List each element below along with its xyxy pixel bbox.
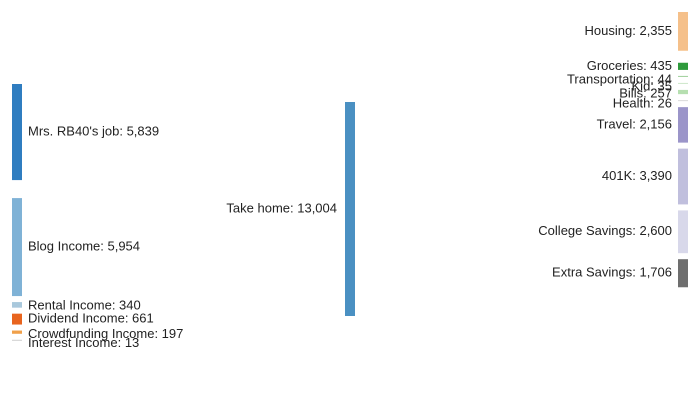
label-transportation: Transportation: 44 [567,71,672,86]
node-groceries [678,62,688,70]
node-health [678,100,688,102]
node-interest-income [12,339,22,341]
node-travel [678,107,688,143]
label-bills: Bills: 257 [619,85,672,100]
flow-nodes [12,12,688,341]
node-bills [678,89,688,95]
node-rental-income [12,302,22,308]
node-mrs-rb40-s-job [12,84,22,181]
label-401k: 401K: 3,390 [602,168,672,183]
label-interest-income: Interest Income: 13 [28,335,139,350]
node-housing [678,12,688,51]
node-kid [678,82,688,84]
node-college-savings [678,210,688,254]
label-travel: Travel: 2,156 [597,116,672,131]
label-blog-income: Blog Income: 5,954 [28,239,140,254]
label-dividend-income: Dividend Income: 661 [28,311,154,326]
node-labels: Mrs. RB40's job: 5,839 Blog Income: 5,954… [28,23,672,350]
label-health: Health: 26 [613,96,672,111]
label-housing: Housing: 2,355 [585,23,672,38]
label-rental-income: Rental Income: 340 [28,298,141,313]
label-mrs-rb40-s-job: Mrs. RB40's job: 5,839 [28,123,159,138]
link-mrs-rb40-s-job [22,84,345,198]
label-kid: Kid: 35 [632,78,672,93]
node-blog-income [12,198,22,297]
label-college-savings: College Savings: 2,600 [538,223,672,238]
label-crowdfunding-income: Crowdfunding Income: 197 [28,326,183,341]
node-extra-savings [678,259,688,288]
node-take-home [345,102,355,316]
node-401k [678,148,688,205]
node-dividend-income [12,313,22,325]
label-extra-savings: Extra Savings: 1,706 [552,265,672,280]
node-transportation [678,75,688,77]
node-crowdfunding-income [12,330,22,334]
label-groceries: Groceries: 435 [587,58,672,73]
label-take-home: Take home: 13,004 [226,200,337,215]
